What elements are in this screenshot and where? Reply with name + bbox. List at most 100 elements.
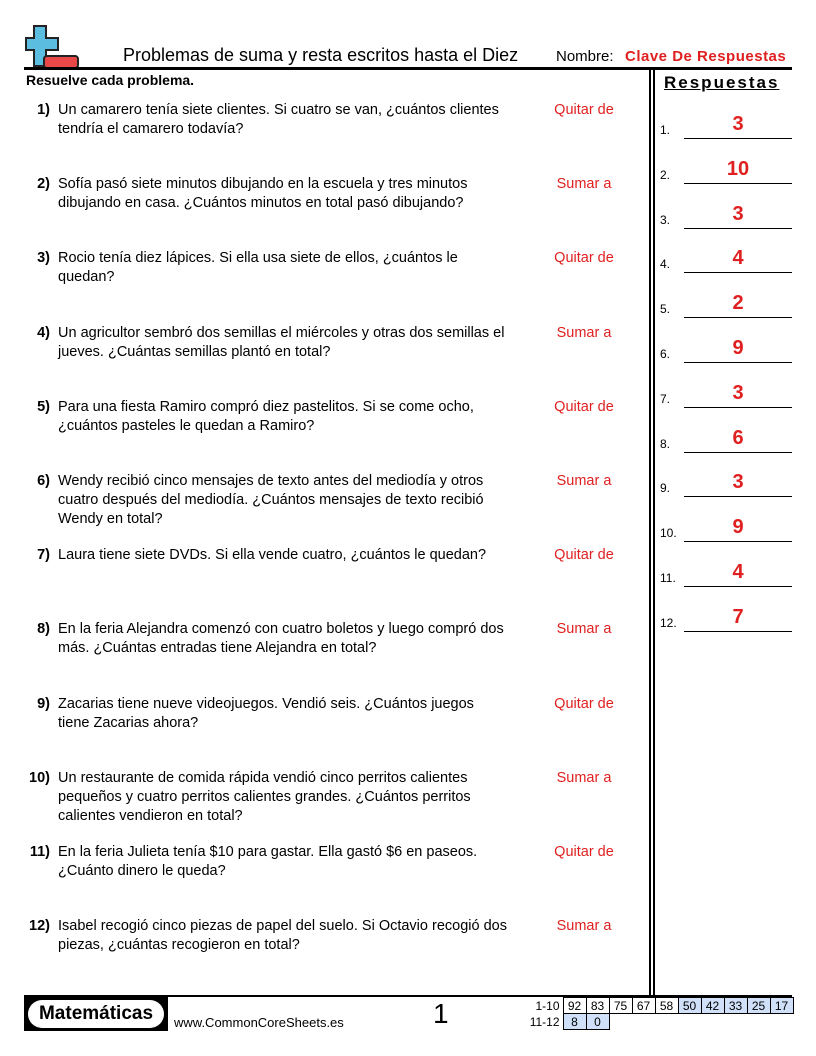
answer-value: 3 xyxy=(732,113,744,135)
problem-number: 4) xyxy=(37,324,50,341)
operation-label: Sumar a xyxy=(556,176,612,193)
problem-text: Isabel recogió cinco piezas de papel del… xyxy=(58,918,507,954)
problem-number: 9) xyxy=(37,695,50,712)
operation-label: Sumar a xyxy=(556,918,612,935)
answer-number: 4. xyxy=(660,257,671,272)
answer-item: 3. 3 xyxy=(660,189,792,229)
site-url: www.CommonCoreSheets.es xyxy=(174,1015,344,1030)
operation-label: Quitar de xyxy=(554,695,614,712)
answer-item: 5. 2 xyxy=(660,278,792,319)
answer-item: 4. 4 xyxy=(660,233,792,274)
instructions: Resuelve cada problema. xyxy=(26,72,195,88)
answer-item: 12. 7 xyxy=(660,592,792,632)
answer-item: 8. 6 xyxy=(660,413,792,453)
problem-text: Rocio tenía diez lápices. Si ella usa si… xyxy=(58,250,458,286)
answer-number: 8. xyxy=(660,436,671,451)
score-cell: 25 xyxy=(746,997,771,1014)
problem-text: Un restaurante de comida rápida vendió c… xyxy=(58,769,471,824)
answer-item: 9. 3 xyxy=(660,457,792,498)
score-cell: 75 xyxy=(608,997,633,1014)
answer-line xyxy=(684,362,792,363)
answers-title: Respuestas xyxy=(664,73,780,92)
problem-number: 8) xyxy=(37,621,50,638)
score-cell: 58 xyxy=(654,997,679,1014)
problem-text: Laura tiene siete DVDs. Si ella vende cu… xyxy=(58,547,487,564)
answer-value: 9 xyxy=(732,337,744,359)
answer-value: 10 xyxy=(726,157,750,180)
answer-number: 12. xyxy=(660,615,677,630)
operation-label: Quitar de xyxy=(554,547,614,564)
answer-value: 3 xyxy=(732,381,744,404)
score-cell: 83 xyxy=(585,997,610,1014)
answer-number: 2. xyxy=(660,167,671,182)
score-cell: 67 xyxy=(631,997,656,1014)
score-cell: 42 xyxy=(700,997,725,1014)
answer-value: 3 xyxy=(732,471,744,494)
problem-text: Un camarero tenía siete clientes. Si cua… xyxy=(58,102,499,137)
problem-number: 2) xyxy=(37,176,50,193)
name-label: Nombre: xyxy=(556,48,614,65)
answer-line xyxy=(684,182,792,184)
answer-number: 7. xyxy=(660,391,671,406)
problem-text: Zacarias tiene nueve videojuegos. Vendió… xyxy=(58,695,474,731)
answer-line xyxy=(684,496,792,498)
score-cell: 92 xyxy=(562,997,587,1014)
answer-item: 1. 3 xyxy=(660,99,792,139)
operation-label: Quitar de xyxy=(554,844,614,860)
operation-label: Quitar de xyxy=(554,250,614,267)
answer-value: 4 xyxy=(732,247,744,270)
problem-number: 12) xyxy=(29,918,50,935)
score-cell: 50 xyxy=(677,997,702,1014)
answer-number: 1. xyxy=(660,123,671,137)
score-cell: 17 xyxy=(769,997,794,1014)
answer-line xyxy=(684,138,792,139)
divider xyxy=(24,67,792,70)
answer-number: 11. xyxy=(660,571,676,585)
answer-value: 7 xyxy=(732,605,744,628)
answer-item: 11. 4 xyxy=(660,547,792,587)
operation-label: Sumar a xyxy=(556,621,612,638)
operation-label: Sumar a xyxy=(556,324,612,341)
score-cell: 33 xyxy=(723,997,748,1014)
problem-number: 10) xyxy=(29,769,50,786)
problem-text: Sofía pasó siete minutos dibujando en la… xyxy=(58,176,468,212)
answer-number: 10. xyxy=(660,526,677,541)
answer-number: 5. xyxy=(660,302,671,317)
answer-item: 7. 3 xyxy=(660,368,792,408)
brand-text: Matemáticas xyxy=(28,1000,164,1028)
operation-label: Quitar de xyxy=(554,102,614,118)
answer-line xyxy=(684,272,792,274)
divider xyxy=(653,70,655,995)
plus-minus-icon xyxy=(25,25,79,69)
answer-value: 4 xyxy=(732,561,744,583)
answer-number: 9. xyxy=(660,481,671,496)
score-table: 1-10 92 83 75 67 58 50 42 33 25 17 11-12 8 0 xyxy=(527,997,794,1030)
answer-line xyxy=(684,541,792,543)
operation-label: Sumar a xyxy=(556,769,612,786)
problem-number: 7) xyxy=(37,547,50,564)
answer-number: 3. xyxy=(660,212,671,227)
problem-number: 6) xyxy=(37,473,50,489)
page-title: Problemas de suma y resta escritos hasta… xyxy=(123,45,519,65)
answer-line xyxy=(684,451,792,453)
answer-item: 2. 10 xyxy=(660,144,792,184)
page-number: 1 xyxy=(433,998,449,1029)
problem-number: 3) xyxy=(37,250,50,267)
answer-value: 3 xyxy=(732,202,744,225)
answer-line xyxy=(684,630,792,632)
answer-line xyxy=(684,586,792,587)
brand-logo: Matemáticas xyxy=(24,997,168,1031)
divider xyxy=(24,995,792,997)
name-value: Clave De Respuestas xyxy=(625,48,787,65)
answer-item: 10. 9 xyxy=(660,502,792,543)
score-cell: 8 xyxy=(562,1013,587,1030)
divider xyxy=(649,70,651,995)
score-row-label: 1-10 xyxy=(535,998,560,1013)
answer-line xyxy=(684,317,792,319)
score-row-label: 11-12 xyxy=(529,1014,560,1029)
problem-text: Wendy recibió cinco mensajes de texto an… xyxy=(58,473,484,527)
operation-label: Sumar a xyxy=(556,473,612,489)
answer-value: 6 xyxy=(732,426,744,449)
answer-line xyxy=(684,227,792,229)
problem-number: 11) xyxy=(29,844,50,860)
